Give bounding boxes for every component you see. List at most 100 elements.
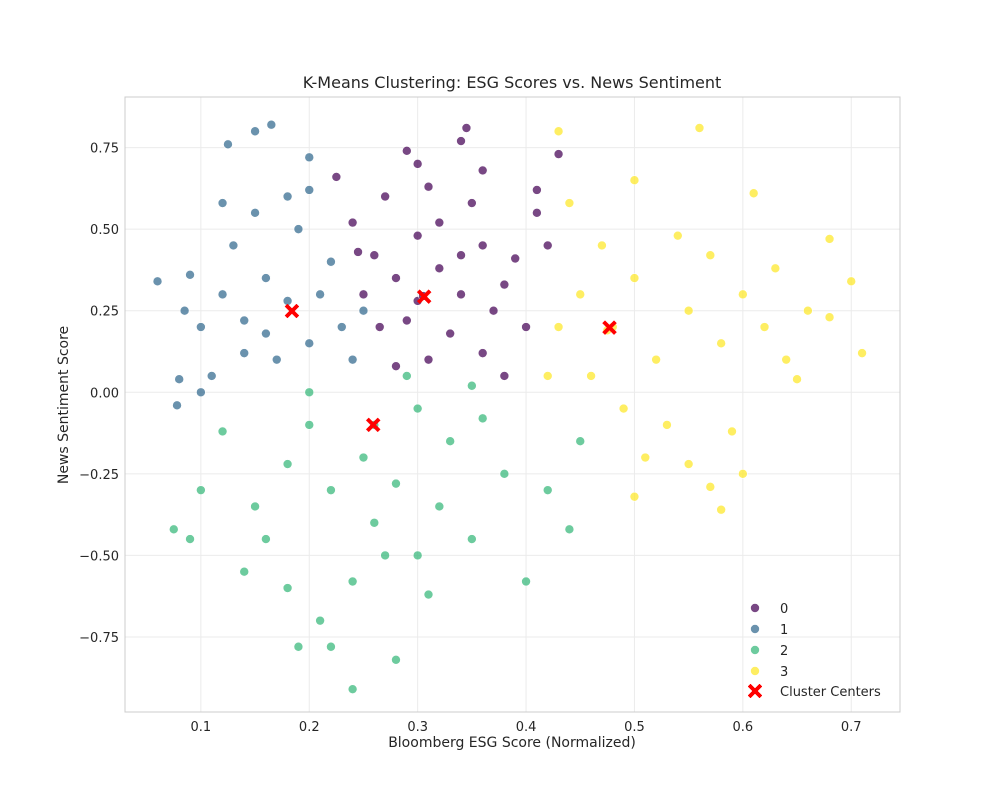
data-point-cluster-3	[553, 322, 564, 332]
data-point-cluster-0	[353, 247, 363, 257]
data-point-cluster-2	[282, 583, 293, 593]
cluster-center-marker	[602, 320, 617, 336]
y-axis-label: News Sentiment Score	[56, 326, 72, 484]
data-point-cluster-2	[168, 524, 179, 535]
legend-marker-0	[750, 603, 760, 613]
data-point-cluster-2	[358, 452, 369, 463]
plot-frame	[124, 96, 901, 713]
data-point-cluster-3	[846, 276, 857, 287]
data-point-cluster-0	[461, 123, 472, 133]
data-point-cluster-0	[423, 181, 434, 192]
data-point-cluster-3	[629, 273, 640, 283]
data-point-cluster-2	[564, 524, 575, 535]
data-point-cluster-3	[738, 289, 748, 300]
data-point-cluster-2	[250, 501, 260, 512]
data-point-cluster-1	[282, 191, 293, 202]
data-point-cluster-2	[196, 485, 206, 495]
data-point-cluster-0	[477, 165, 488, 176]
data-point-cluster-3	[705, 482, 716, 492]
data-point-cluster-3	[629, 175, 640, 185]
data-point-cluster-3	[857, 348, 867, 358]
data-point-cluster-0	[391, 361, 401, 371]
data-point-cluster-2	[315, 615, 325, 626]
data-point-cluster-3	[542, 371, 553, 381]
data-point-cluster-2	[412, 403, 423, 414]
data-point-cluster-1	[206, 371, 217, 381]
data-point-cluster-1	[261, 328, 271, 339]
data-point-cluster-2	[282, 459, 293, 469]
data-point-cluster-0	[423, 354, 434, 365]
data-point-cluster-2	[575, 436, 586, 447]
data-point-cluster-2	[347, 576, 358, 587]
grid-lines	[125, 97, 900, 712]
data-point-cluster-1	[304, 338, 315, 349]
data-point-cluster-0	[434, 263, 445, 274]
data-point-cluster-0	[542, 240, 553, 251]
data-point-cluster-0	[380, 191, 390, 202]
data-point-cluster-1	[250, 208, 260, 218]
data-point-cluster-3	[705, 250, 716, 261]
data-point-cluster-1	[223, 139, 233, 150]
data-point-cluster-0	[456, 136, 466, 146]
data-point-cluster-2	[499, 469, 510, 479]
y-tick-label: 0.25	[90, 305, 119, 320]
data-point-cluster-2	[293, 641, 304, 652]
data-point-cluster-3	[672, 230, 683, 241]
data-point-cluster-1	[217, 289, 228, 300]
data-point-cluster-0	[374, 322, 385, 332]
data-point-cluster-2	[304, 420, 315, 430]
data-point-cluster-3	[553, 126, 564, 137]
data-point-cluster-3	[759, 322, 770, 332]
data-point-cluster-0	[456, 250, 466, 261]
x-tick-label: 0.6	[732, 720, 753, 735]
cluster-center-marker	[416, 289, 432, 305]
data-point-cluster-0	[412, 159, 423, 169]
data-point-cluster-2	[467, 534, 477, 544]
data-point-cluster-2	[402, 371, 412, 381]
data-point-cluster-1	[217, 198, 228, 208]
data-point-cluster-0	[532, 208, 542, 218]
y-tick-label: −0.25	[79, 468, 119, 483]
chart-title: K-Means Clustering: ESG Scores vs. News …	[303, 73, 722, 92]
data-point-cluster-2	[326, 641, 336, 652]
legend-label-1: 1	[780, 623, 788, 638]
data-point-cluster-0	[521, 322, 531, 332]
data-point-cluster-2	[521, 576, 531, 587]
data-point-cluster-2	[391, 478, 401, 489]
data-point-cluster-0	[391, 273, 401, 283]
data-point-cluster-0	[445, 328, 455, 339]
cluster-center-marker	[284, 303, 300, 319]
data-point-cluster-0	[412, 230, 423, 241]
data-point-cluster-1	[261, 273, 271, 283]
data-point-cluster-2	[391, 654, 401, 665]
data-point-cluster-3	[824, 312, 835, 323]
data-point-cluster-3	[640, 452, 651, 463]
data-point-cluster-1	[347, 354, 358, 365]
data-point-cluster-2	[542, 485, 553, 495]
data-point-cluster-2	[445, 436, 455, 447]
data-point-cluster-1	[315, 289, 325, 300]
data-point-cluster-0	[402, 146, 412, 156]
data-point-cluster-0	[369, 250, 380, 261]
data-point-cluster-1	[239, 315, 250, 326]
data-point-cluster-1	[228, 240, 239, 251]
data-point-cluster-1	[174, 374, 184, 385]
data-point-cluster-1	[196, 387, 206, 398]
data-point-cluster-3	[792, 374, 802, 385]
data-point-cluster-2	[217, 426, 228, 437]
data-point-cluster-2	[369, 517, 380, 528]
data-point-cluster-1	[293, 224, 304, 234]
data-point-cluster-1	[304, 152, 315, 163]
data-point-cluster-0	[553, 149, 564, 159]
y-tick-label: −0.50	[79, 549, 119, 564]
data-point-cluster-1	[304, 185, 315, 195]
data-point-cluster-0	[434, 217, 445, 228]
data-point-cluster-2	[347, 684, 358, 694]
data-point-cluster-3	[629, 491, 640, 502]
data-point-cluster-3	[662, 420, 672, 430]
data-point-cluster-0	[499, 279, 510, 290]
data-point-cluster-0	[467, 198, 477, 208]
legend-marker-1	[750, 624, 760, 634]
data-point-cluster-0	[488, 305, 499, 316]
data-point-cluster-2	[412, 550, 423, 561]
